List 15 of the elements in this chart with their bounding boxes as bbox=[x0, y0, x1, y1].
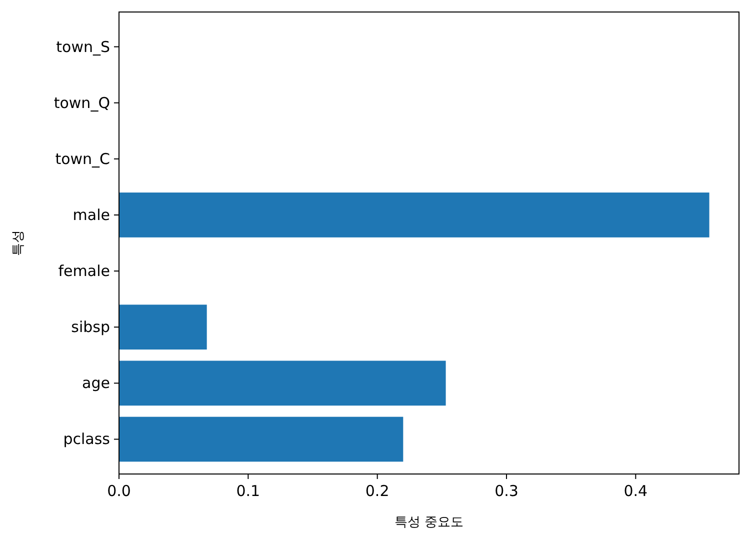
y-tick-label: pclass bbox=[63, 430, 110, 448]
y-tick-label: town_S bbox=[56, 38, 110, 56]
y-tick-label: age bbox=[82, 374, 110, 392]
x-tick-label: 0.3 bbox=[494, 482, 518, 500]
y-tick-label: town_C bbox=[55, 150, 110, 168]
y-axis-title: 특성 bbox=[11, 230, 26, 256]
y-tick-label: male bbox=[72, 206, 110, 224]
x-tick-label: 0.1 bbox=[236, 482, 260, 500]
x-tick-label: 0.4 bbox=[624, 482, 648, 500]
y-tick-label: town_Q bbox=[54, 94, 110, 112]
y-tick-label: female bbox=[58, 262, 110, 280]
x-tick-label: 0.0 bbox=[107, 482, 131, 500]
x-axis-title: 특성 중요도 bbox=[394, 515, 464, 530]
y-tick-label: sibsp bbox=[71, 318, 110, 336]
x-tick-label: 0.2 bbox=[365, 482, 390, 500]
